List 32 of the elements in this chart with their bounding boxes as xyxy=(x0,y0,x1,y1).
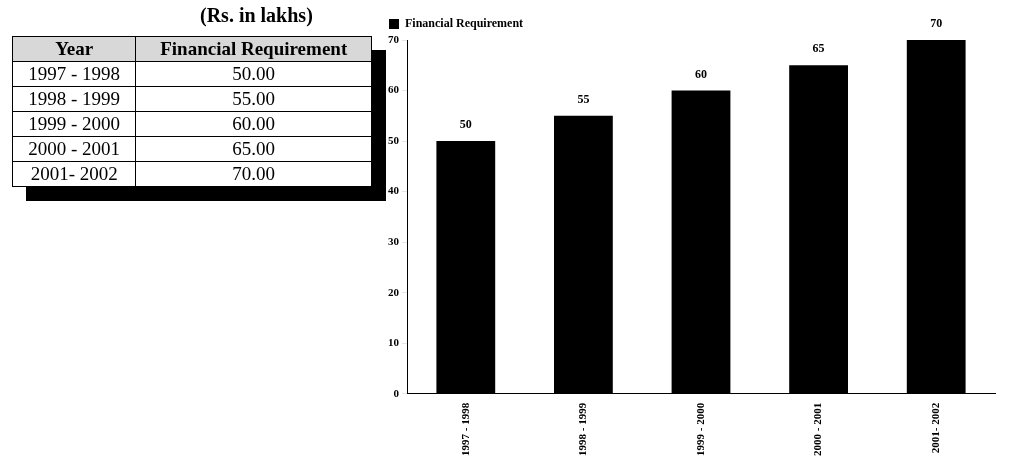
category-label: 1999 - 2000 xyxy=(28,113,121,134)
data-label: 65 xyxy=(812,41,825,56)
text: 65.00 xyxy=(135,136,372,162)
text: 70.00 xyxy=(135,161,372,187)
y-tick-label: 40 xyxy=(388,184,400,197)
y-tick-label: 70 xyxy=(388,32,400,45)
text: 60.00 xyxy=(135,111,372,137)
y-tick-label: 10 xyxy=(388,336,400,349)
data-label: 55 xyxy=(577,91,590,106)
y-tick-label: 30 xyxy=(388,235,400,248)
y-tick-label: 20 xyxy=(388,285,400,298)
y-tick-label: 60 xyxy=(388,83,400,96)
x-tick-label: 2000 - 2001 xyxy=(811,402,824,457)
category-label: 2000 - 2001 xyxy=(28,138,121,159)
category-label: 2001- 2002 xyxy=(30,163,118,184)
x-tick-label: 2001- 2002 xyxy=(929,402,942,454)
data-label: 70 xyxy=(930,16,943,31)
data-label: 60 xyxy=(695,66,707,81)
data-label: 50 xyxy=(459,117,472,132)
x-tick-label: 1997 - 1998 xyxy=(458,402,471,457)
text: 55.00 xyxy=(135,86,372,112)
x-tick-label: 1999 - 2000 xyxy=(693,402,706,457)
y-tick-label: 0 xyxy=(393,386,400,399)
text: Financial Requirement xyxy=(160,38,348,59)
x-tick-label: 1998 - 1999 xyxy=(576,402,589,457)
y-tick-label: 50 xyxy=(388,133,400,146)
category-label: 1997 - 1998 xyxy=(28,63,121,84)
legend-label: Financial Requirement xyxy=(405,16,524,31)
text: 50.00 xyxy=(135,61,372,87)
chart-title: (Rs. in lakhs) xyxy=(200,4,313,27)
category-label: 1998 - 1999 xyxy=(28,88,121,109)
text: Year xyxy=(12,36,136,62)
